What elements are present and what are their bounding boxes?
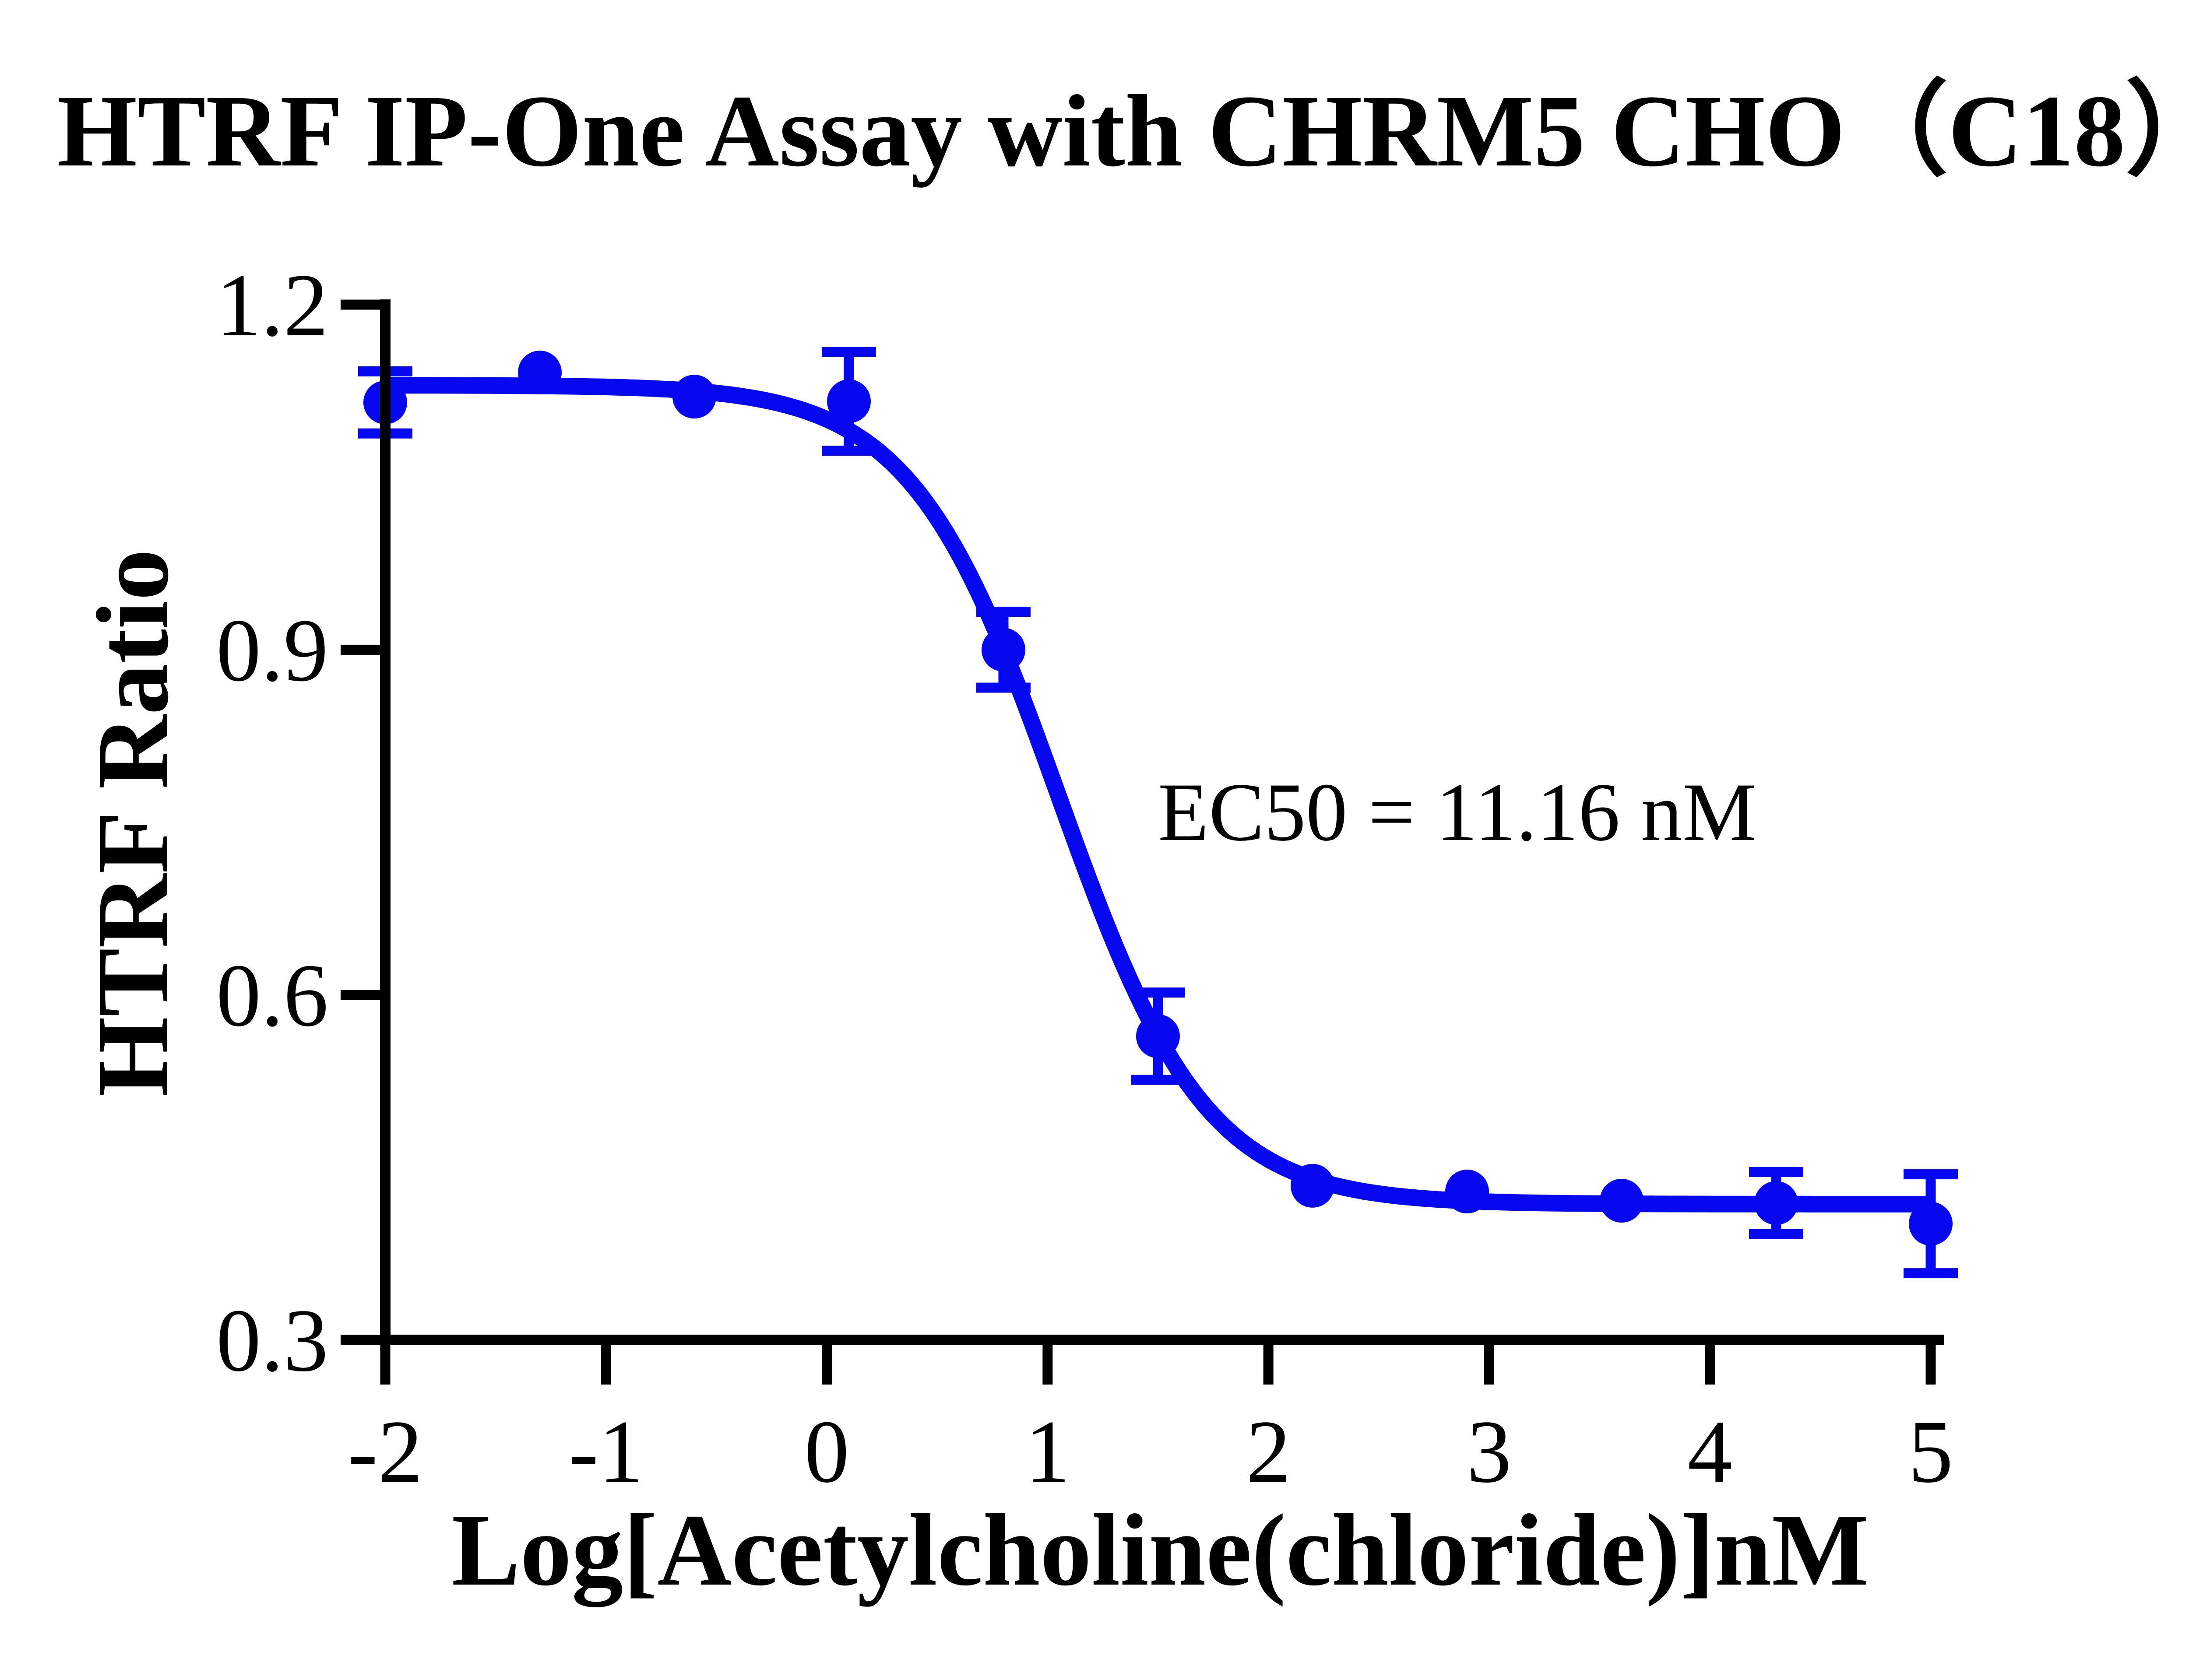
x-tick-label: 2 bbox=[1246, 1402, 1291, 1501]
x-axis-title: Log[Acetylcholine(chloride)]nM bbox=[451, 1493, 1869, 1607]
y-axis-title: HTRF Ratio bbox=[76, 549, 190, 1097]
data-point-marker bbox=[1136, 1014, 1180, 1058]
y-tick-label: 1.2 bbox=[216, 256, 328, 355]
plot-area: -2 -1 0 1 2 3 4 5 0.3 0.6 0.9 1.2 bbox=[216, 256, 1958, 1501]
data-point-marker bbox=[827, 379, 871, 423]
data-point-marker bbox=[518, 351, 562, 395]
y-tick-label: 0.6 bbox=[216, 946, 328, 1045]
x-tick-label: -1 bbox=[569, 1402, 644, 1501]
y-tick-label: 0.3 bbox=[216, 1291, 328, 1390]
data-point-marker bbox=[1291, 1163, 1334, 1208]
data-point-marker bbox=[1600, 1179, 1644, 1223]
y-tick-label: 0.9 bbox=[216, 601, 328, 700]
x-tick-label: -2 bbox=[348, 1402, 423, 1501]
x-tick-label: 0 bbox=[804, 1402, 849, 1501]
x-tick-label: 4 bbox=[1687, 1402, 1732, 1501]
x-tick-label: 3 bbox=[1467, 1402, 1512, 1501]
data-point-marker bbox=[1754, 1181, 1798, 1225]
ec50-annotation: EC50 = 11.16 nM bbox=[1158, 766, 1756, 858]
chart-title: HTRF IP-One Assay with CHRM5 CHO（C18） bbox=[57, 74, 2189, 188]
data-point-marker bbox=[1909, 1202, 1953, 1246]
x-tick-label: 1 bbox=[1025, 1402, 1070, 1501]
x-tick-label: 5 bbox=[1908, 1402, 1953, 1501]
data-point-marker bbox=[672, 375, 716, 419]
data-point-marker bbox=[982, 628, 1025, 672]
data-point-marker bbox=[1445, 1170, 1489, 1214]
